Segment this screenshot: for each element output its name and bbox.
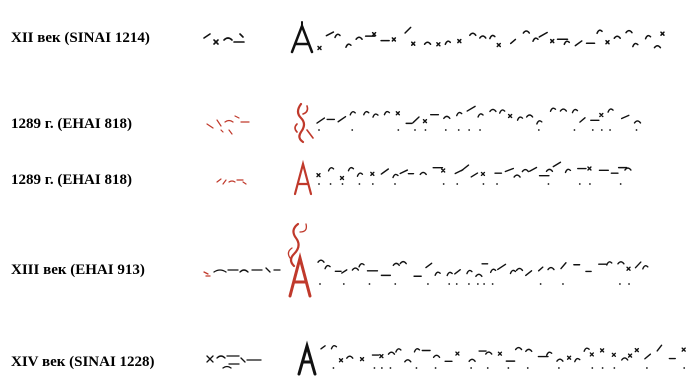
- manuscript-row-4: XIII век (ЕНАI 913): [0, 218, 699, 298]
- manuscript-row-2: 1289 г. (ЕНАI 818): [0, 100, 699, 144]
- manuscript-row-5: XIV век (SINAI 1228): [0, 340, 699, 376]
- row-label: 1289 г. (ЕНАI 818): [11, 172, 132, 188]
- neume-notation-image: [203, 222, 649, 298]
- row-label: 1289 г. (ЕНАI 818): [11, 116, 132, 132]
- neume-notation-image: [216, 159, 632, 196]
- neume-notation-image: [206, 340, 686, 376]
- row-label: XIV век (SINAI 1228): [11, 354, 155, 370]
- neume-notation-image: [206, 102, 642, 144]
- row-label: XIII век (ЕНАI 913): [11, 262, 145, 278]
- manuscript-row-3: 1289 г. (ЕНАI 818): [0, 158, 699, 198]
- manuscript-row-1: XII век (SINAI 1214): [0, 21, 699, 58]
- neume-notation-image: [203, 21, 665, 54]
- row-label: XII век (SINAI 1214): [11, 30, 150, 46]
